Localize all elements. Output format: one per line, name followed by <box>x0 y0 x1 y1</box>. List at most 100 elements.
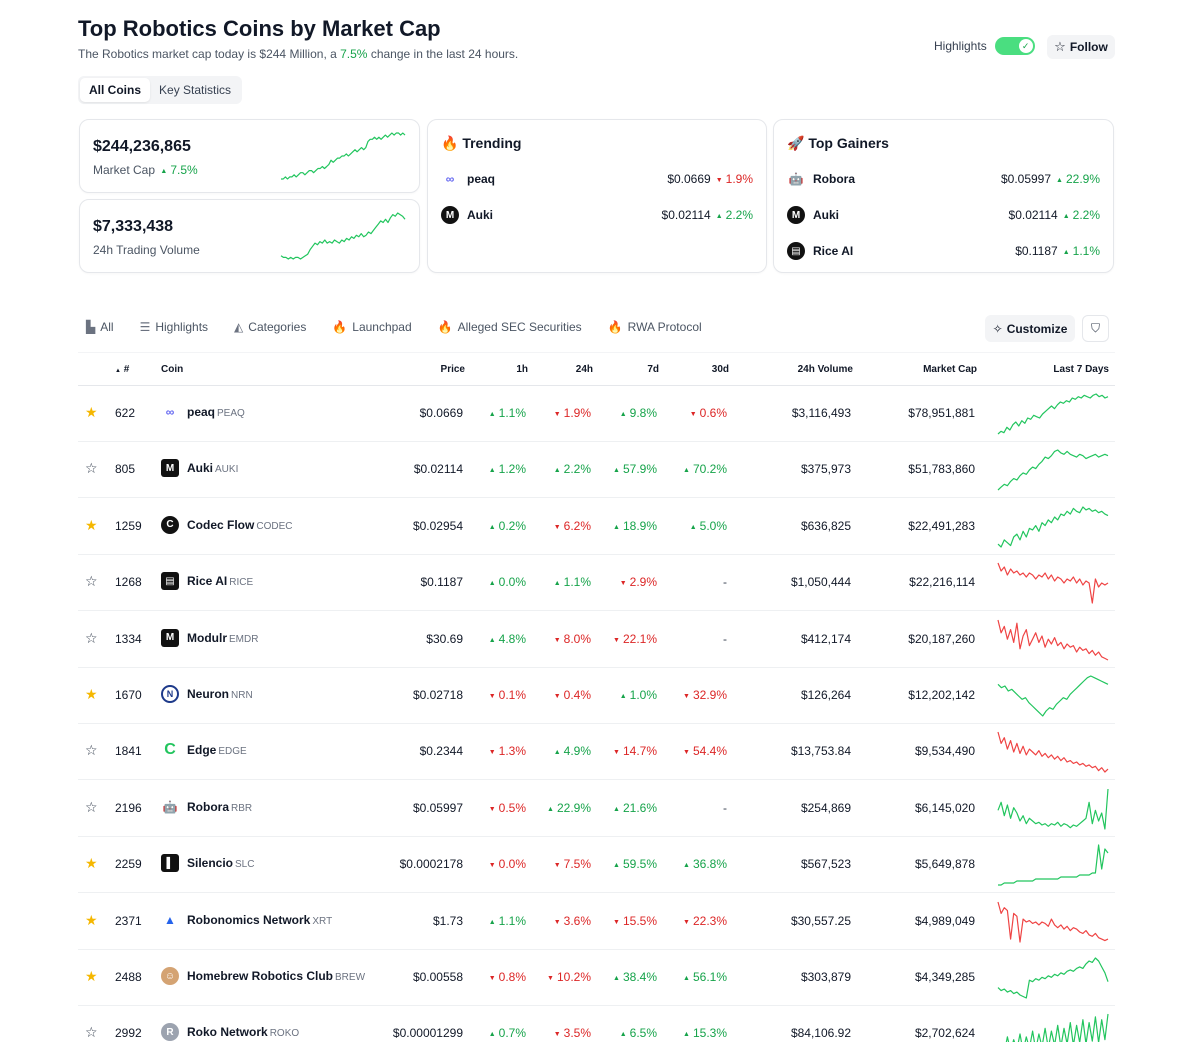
change-1h: 0.0% <box>473 575 526 589</box>
star-outline-icon[interactable]: ☆ <box>85 742 98 759</box>
filter-launchpad[interactable]: 🔥 Launchpad <box>332 320 411 334</box>
change-24h: 0.4% <box>528 688 591 702</box>
star-filled-icon[interactable]: ★ <box>85 968 98 984</box>
coin-market-cap: $9,534,490 <box>914 744 975 759</box>
filter-rwa-protocol[interactable]: 🔥 RWA Protocol <box>608 320 702 334</box>
col-24h[interactable]: 24h <box>575 364 593 375</box>
star-filled-icon[interactable]: ★ <box>85 686 98 702</box>
filter-highlights[interactable]: ☰ Highlights <box>140 320 208 334</box>
coin-rank: 2259 <box>115 857 142 872</box>
coin-link[interactable]: ▤ Rice AI RICE <box>161 572 254 591</box>
sparkline-path <box>997 449 1109 491</box>
coin-link[interactable]: M Auki AUKI <box>161 459 239 478</box>
change-30d: 70.2% <box>658 462 727 476</box>
star-filled-icon[interactable]: ★ <box>85 911 98 928</box>
table-row[interactable]: ★ 2488 ☺ Homebrew Robotics Club BREW $0.00558… <box>78 950 1115 1006</box>
change-30d: - <box>723 575 727 590</box>
coin-link[interactable]: R Roko Network ROKO <box>161 1023 299 1042</box>
filter-label: All <box>100 320 114 334</box>
coin-link[interactable]: N Neuron NRN <box>161 685 253 703</box>
col-1h[interactable]: 1h <box>516 364 528 375</box>
star-filled-icon[interactable]: ★ <box>85 855 98 872</box>
tab-key-statistics[interactable]: Key Statistics <box>159 83 232 97</box>
star-outline-icon[interactable]: ☆ <box>85 798 98 815</box>
change-7d: 9.8% <box>593 406 657 420</box>
coin-symbol: AUKI <box>215 464 239 476</box>
star-outline-icon[interactable]: ☆ <box>85 573 98 590</box>
trending-item[interactable]: M Auki $0.02114 2.2% <box>441 205 753 225</box>
change-30d: 0.6% <box>658 406 727 420</box>
filter-button[interactable]: ⛉ <box>1082 315 1109 342</box>
col-market-cap[interactable]: Market Cap <box>923 364 977 375</box>
coin-symbol: XRT <box>312 915 333 927</box>
customize-button[interactable]: ✧ Customize <box>985 315 1075 342</box>
follow-button[interactable]: ☆ Follow <box>1047 35 1115 59</box>
coin-name-group: Edge EDGE <box>187 743 247 757</box>
coin-name-group: Neuron NRN <box>187 687 253 701</box>
sparkline-path <box>997 901 1109 943</box>
coin-rank: 1841 <box>115 744 142 759</box>
trending-item-price: $0.02114 <box>661 208 711 222</box>
coin-link[interactable]: C Codec Flow CODEC <box>161 515 293 534</box>
coin-symbol: CODEC <box>256 520 293 532</box>
gainer-item[interactable]: 🤖 Robora $0.05997 22.9% <box>787 169 1100 189</box>
filter-categories[interactable]: ◭ Categories <box>234 320 306 334</box>
market-cap-value: $244,236,865 <box>93 138 191 155</box>
rice-logo-icon: ▤ <box>787 242 805 260</box>
coin-name: Homebrew Robotics Club <box>187 969 334 983</box>
filter-sec-securities[interactable]: 🔥 Alleged SEC Securities <box>438 320 582 334</box>
rocket-icon: 🚀 <box>787 135 805 151</box>
star-outline-icon[interactable]: ☆ <box>85 460 98 477</box>
coin-link[interactable]: ∞ peaq PEAQ <box>161 403 245 421</box>
col-30d[interactable]: 30d <box>711 364 729 375</box>
col-coin[interactable]: Coin <box>161 364 184 375</box>
coin-symbol: RICE <box>229 577 254 589</box>
coin-name: Robora <box>187 799 229 814</box>
coin-symbol: BREW <box>335 972 366 983</box>
sparkline-path <box>997 619 1109 661</box>
coin-link[interactable]: ▌ Silencio SLC <box>161 854 254 873</box>
coin-link[interactable]: ☺ Homebrew Robotics Club BREW <box>161 967 365 985</box>
col-rank[interactable]: ▲ # <box>115 364 129 375</box>
shapes-icon: ◭ <box>234 320 244 334</box>
coin-link[interactable]: ▲ Robonomics Network XRT <box>161 911 332 929</box>
col-7d[interactable]: 7d <box>647 364 659 375</box>
change-7d: 57.9% <box>593 462 657 476</box>
change-30d: - <box>723 631 727 646</box>
edge-logo-icon: C <box>164 741 176 759</box>
star-outline-icon: ☆ <box>1054 39 1066 54</box>
sparkle-icon: ✧ <box>992 321 1003 336</box>
col-24h-volume[interactable]: 24h Volume <box>797 364 853 375</box>
coin-name: Rice AI <box>187 574 228 589</box>
tab-all-coins[interactable]: All Coins <box>80 78 151 102</box>
coin-price: $1.73 <box>432 913 463 928</box>
coin-link[interactable]: 🤖 Robora RBR <box>161 798 253 816</box>
star-filled-icon[interactable]: ★ <box>85 516 98 533</box>
col-price[interactable]: Price <box>440 364 465 375</box>
change-1h: 1.1% <box>473 914 526 928</box>
sparkline-7d <box>997 788 1109 830</box>
coin-link[interactable]: C Edge EDGE <box>161 741 247 759</box>
highlights-toggle[interactable]: ✓ <box>994 37 1035 55</box>
gainer-item[interactable]: M Auki $0.02114 2.2% <box>787 205 1100 225</box>
coin-link[interactable]: M Modulr EMDR <box>161 628 258 647</box>
coin-market-cap: $6,145,020 <box>914 800 975 815</box>
star-outline-icon[interactable]: ☆ <box>85 629 98 646</box>
trending-item[interactable]: ∞ peaq $0.0669 1.9% <box>441 169 753 189</box>
coin-name: Silencio <box>187 856 234 871</box>
gainer-item[interactable]: ▤ Rice AI $0.1187 1.1% <box>787 241 1100 261</box>
star-outline-icon[interactable]: ☆ <box>85 1024 98 1041</box>
star-filled-icon[interactable]: ★ <box>85 404 98 420</box>
filter-all[interactable]: ▙ All <box>86 320 114 334</box>
